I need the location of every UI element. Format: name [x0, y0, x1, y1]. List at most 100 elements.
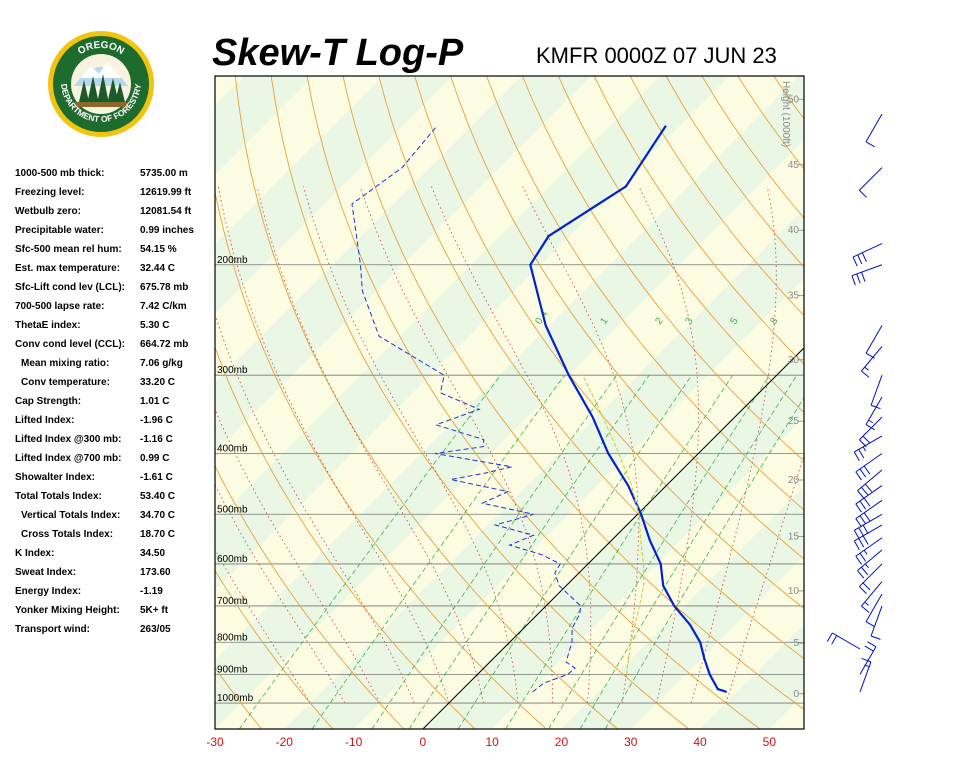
wind-barb	[865, 113, 883, 148]
series-group	[351, 125, 728, 693]
index-value: -1.16 C	[140, 434, 173, 445]
wind-barb-flag	[858, 538, 865, 548]
index-label: Energy Index:	[15, 586, 82, 597]
index-row: Precipitable water: 0.99 inches	[15, 225, 215, 239]
pressure-label: 500mb	[217, 504, 248, 515]
wind-barb-flag	[867, 641, 877, 648]
index-label: Vertical Totals Index:	[21, 510, 121, 521]
index-label: Conv cond level (CCL):	[15, 339, 126, 350]
wind-barb-shaft	[861, 581, 883, 607]
moist-adiabat	[638, 186, 699, 704]
wind-barb-flag	[859, 500, 867, 510]
height-tick-label: 25	[788, 416, 800, 427]
index-label: Yonker Mixing Height:	[15, 605, 120, 616]
wind-barb	[857, 469, 883, 499]
index-value: -1.19	[140, 586, 163, 597]
logo-mountain-icon	[81, 62, 121, 78]
index-label: Showalter Index:	[15, 472, 96, 483]
dry-adiabat	[234, 76, 618, 729]
wind-barb-flag	[861, 272, 866, 282]
height-tick-label: 10	[788, 586, 800, 597]
dry-adiabat	[215, 346, 476, 729]
index-value: 34.50	[140, 548, 166, 559]
wind-barb-flag	[870, 404, 881, 410]
height-tick-label: 50	[788, 94, 800, 105]
mixing-ratio-line	[311, 374, 565, 729]
index-row: Cap Strength: 1.01 C	[15, 396, 215, 410]
wind-barb	[865, 593, 883, 628]
wind-barb-flag	[859, 439, 867, 448]
index-label: Precipitable water:	[15, 225, 104, 236]
index-row: Freezing level: 12619.99 ft	[15, 187, 215, 201]
index-label: Est. max temperature:	[15, 263, 121, 274]
wind-barb-flag	[858, 527, 865, 537]
wind-barb-shaft	[855, 453, 883, 473]
index-row: Est. max temperature: 32.44 C	[15, 263, 215, 277]
wind-barb	[870, 375, 883, 410]
wind-barb-flag	[870, 635, 881, 640]
dry-adiabat	[306, 76, 761, 729]
x-tick-label: 20	[555, 735, 569, 749]
mixing-ratio-line	[238, 374, 502, 729]
index-value: 7.42 C/km	[140, 301, 187, 312]
wind-barb-flag	[856, 273, 861, 284]
dry-adiabat	[450, 76, 804, 560]
temp-band	[284, 209, 804, 729]
wind-barb-half-flag	[868, 419, 874, 424]
wind-barb-shaft	[870, 375, 883, 406]
pressure-label: 800mb	[217, 632, 248, 643]
index-label: ThetaE index:	[15, 320, 81, 331]
dry-adiabat	[378, 76, 804, 660]
plot-frame	[214, 75, 805, 730]
wind-barb-shaft	[857, 549, 883, 571]
index-row: 700-500 lapse rate: 7.42 C/km	[15, 301, 215, 315]
index-label: Total Totals Index:	[15, 491, 102, 502]
index-label: Wetbulb zero:	[15, 206, 81, 217]
wind-barb-shaft	[855, 485, 883, 505]
wind-barb	[855, 485, 883, 513]
dry-adiabat	[593, 76, 804, 365]
x-tick-label: -30	[206, 735, 224, 749]
index-value: 173.60	[140, 567, 171, 578]
moist-adiabat	[359, 186, 554, 703]
temp-band	[215, 140, 804, 729]
mixing-ratio-line	[579, 374, 798, 729]
index-value: 12619.99 ft	[140, 187, 192, 198]
wind-barb-flag	[857, 570, 865, 579]
wind-barb	[853, 513, 883, 540]
temp-band	[492, 417, 804, 729]
wind-barb-flag	[865, 352, 875, 359]
index-value: 5735.00 m	[140, 168, 188, 179]
index-row: Conv temperature: 33.20 C	[15, 377, 215, 391]
index-value: 32.44 C	[140, 263, 176, 274]
wind-barb-flag	[861, 657, 872, 663]
index-value: -1.61 C	[140, 472, 173, 483]
height-tick-label: 0	[793, 689, 799, 700]
wind-barb	[865, 325, 883, 359]
index-value: 33.20 C	[140, 377, 176, 388]
wind-barb-flag	[861, 370, 870, 378]
wind-barb-half-flag	[864, 366, 869, 371]
index-label: Transport wind:	[15, 624, 90, 635]
wind-barb-flag	[863, 465, 871, 475]
parcel-line	[582, 374, 645, 675]
height-tick-label: 30	[788, 355, 800, 366]
wind-barb-flag	[855, 518, 862, 528]
dry-adiabat	[215, 569, 334, 729]
x-tick-label: 40	[693, 735, 707, 749]
index-value: 54.15 %	[140, 244, 177, 255]
wind-barb	[852, 243, 883, 267]
x-tick-label: -10	[345, 735, 363, 749]
dry-adiabat	[270, 76, 690, 729]
wind-barb-flag	[859, 586, 867, 594]
height-tick-label: 5	[793, 638, 799, 649]
logo-trees-icon	[79, 74, 125, 104]
dry-adiabat	[215, 666, 262, 729]
wind-barb-flag	[861, 605, 870, 613]
wind-barb	[859, 641, 877, 675]
pressure-label: 900mb	[217, 664, 248, 675]
temp-band	[215, 76, 804, 729]
wind-barb-flag	[855, 503, 862, 513]
wind-barb	[861, 581, 883, 613]
